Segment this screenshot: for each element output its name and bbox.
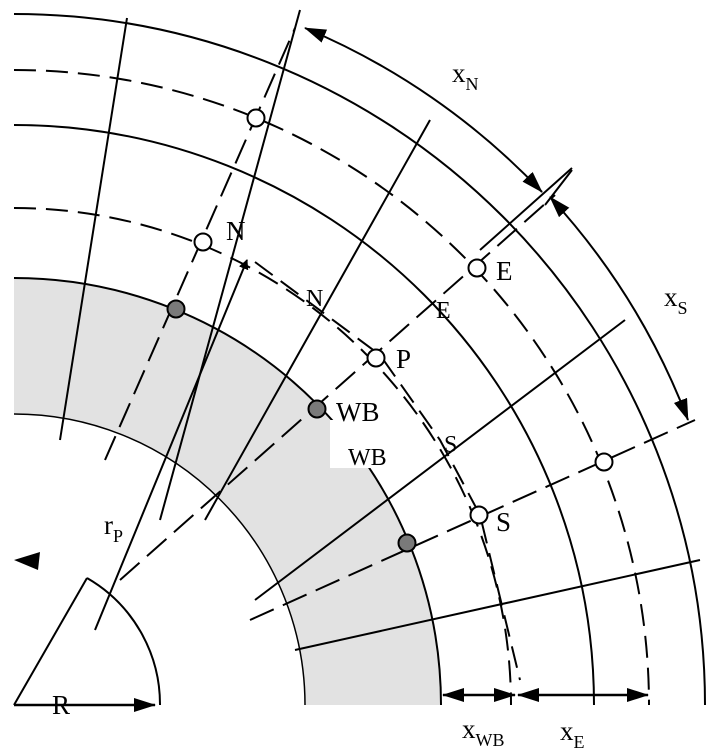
- label-face-s: S: [444, 432, 457, 458]
- angle-arrowhead: [14, 552, 40, 570]
- wall-region: [14, 278, 441, 705]
- label-rp: rP: [104, 510, 123, 546]
- rp-arrow: [94, 259, 249, 631]
- label-face-e: E: [436, 298, 451, 324]
- arc-r-rp: [86, 577, 162, 706]
- r-arrow-diagonal: [13, 577, 88, 706]
- label-node-n: N: [226, 216, 246, 246]
- xs-arrow: [549, 196, 689, 421]
- node-n: [193, 232, 213, 252]
- label-node-e: E: [496, 256, 513, 286]
- boundary-node-3: [397, 533, 417, 553]
- xn-arrow: [304, 27, 543, 193]
- label-xe: xE: [560, 716, 585, 752]
- boundary-node-1: [166, 299, 186, 319]
- face-curve: [254, 261, 521, 681]
- label-r: R: [52, 690, 70, 720]
- label-face-wb: WB: [348, 445, 387, 471]
- boundary-nodes: [166, 299, 417, 553]
- node-s: [469, 505, 489, 525]
- label-node-p: P: [396, 344, 411, 374]
- dashed-arcs: [13, 69, 650, 706]
- label-node-wb: WB: [336, 397, 380, 427]
- arc-face-2: [13, 13, 706, 706]
- node-p: [366, 348, 386, 368]
- label-face-n: N: [306, 286, 323, 312]
- arc-face-1: [13, 124, 595, 706]
- arc-node-2: [13, 69, 650, 706]
- arc-node-1: [13, 207, 512, 706]
- label-xwb: xWB: [462, 714, 505, 750]
- label-xn: xN: [452, 58, 479, 94]
- node-top: [246, 108, 266, 128]
- arc-inner: [13, 413, 306, 706]
- open-nodes: [193, 108, 614, 525]
- xs-tick: [544, 169, 573, 206]
- node-right: [594, 452, 614, 472]
- boundary-node-wb: [307, 399, 327, 419]
- node-e: [467, 258, 487, 278]
- label-xs: xS: [664, 282, 688, 318]
- label-mask: [330, 420, 390, 468]
- label-node-s: S: [496, 507, 511, 537]
